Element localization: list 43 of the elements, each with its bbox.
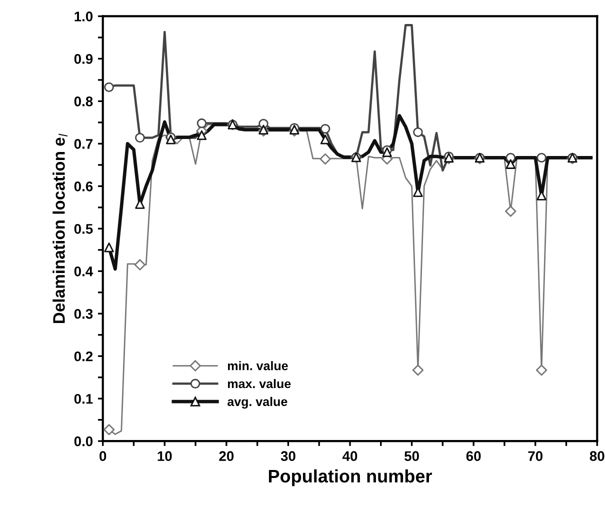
point	[196, 130, 207, 140]
x-axis-title: Population number	[268, 469, 432, 486]
y-tick-label: 0.0	[74, 436, 93, 446]
point	[196, 118, 207, 128]
legend-label: avg. value	[228, 396, 288, 409]
y-tick-label: 0.7	[74, 139, 93, 149]
point	[412, 364, 424, 376]
point	[104, 82, 114, 92]
y-tick-label: 0.2	[74, 351, 93, 362]
x-tick-label: 10	[158, 451, 172, 462]
point	[320, 153, 331, 165]
y-tick-label: 0.3	[74, 308, 93, 319]
x-tick-label: 30	[280, 451, 296, 462]
point	[320, 124, 330, 134]
y-tick-label: 0.4	[74, 266, 94, 276]
point	[382, 147, 392, 158]
point	[413, 127, 423, 138]
y-axis-title: Delamination location e$_{l}$	[52, 134, 68, 324]
x-tick-label: 0	[100, 451, 106, 462]
x-tick-label: 60	[466, 451, 481, 462]
y-tick-label: 0.9	[74, 54, 93, 64]
point	[135, 132, 145, 143]
y-tick-label: 1.0	[74, 12, 93, 22]
x-tick-label: 80	[590, 451, 604, 462]
point	[536, 152, 546, 163]
x-tick-label: 40	[342, 451, 358, 462]
x-tick-label: 70	[528, 451, 543, 462]
legend-label: max. value	[228, 378, 291, 388]
point	[536, 364, 548, 376]
y-tick-label: 0.6	[74, 182, 93, 192]
point	[134, 259, 146, 270]
x-tick-label: 20	[219, 451, 234, 462]
point	[104, 242, 114, 252]
legend-label: min. value	[228, 361, 288, 370]
x-tick-label: 50	[404, 451, 419, 462]
point	[103, 424, 115, 436]
point	[166, 134, 176, 144]
point	[320, 134, 330, 144]
y-tick-label: 0.1	[74, 394, 93, 404]
point	[505, 206, 516, 217]
y-tick-label: 0.8	[74, 96, 93, 106]
y-tick-label: 0.5	[74, 224, 93, 234]
point	[506, 159, 516, 169]
